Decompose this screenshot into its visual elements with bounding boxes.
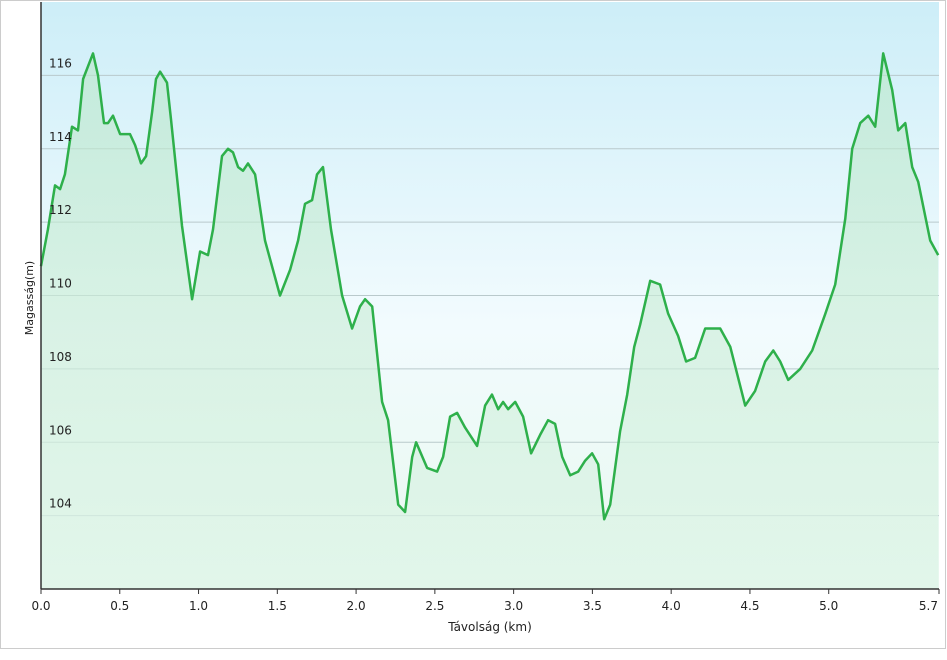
- x-tick-label: 3.0: [504, 599, 523, 613]
- x-tick-label: 5.7: [919, 599, 938, 613]
- elevation-line: [39, 52, 940, 521]
- y-tick-label: 112: [49, 203, 72, 217]
- area-fill: [41, 53, 939, 589]
- y-tick-label: 114: [49, 130, 72, 144]
- y-tick-label: 110: [49, 277, 72, 291]
- x-axis-label: Távolság (km): [447, 620, 532, 634]
- x-tick-label: 0.5: [110, 599, 129, 613]
- x-tick-label: 2.5: [425, 599, 444, 613]
- y-tick-label: 116: [49, 56, 72, 70]
- x-tick-label: 1.0: [189, 599, 208, 613]
- y-tick-label: 104: [49, 497, 72, 511]
- x-tick-label: 4.5: [740, 599, 759, 613]
- y-axis-label: Magasság(m): [23, 261, 36, 335]
- x-tick-label: 1.5: [268, 599, 287, 613]
- y-tick-label: 108: [49, 350, 72, 364]
- x-tick-label: 2.0: [347, 599, 366, 613]
- x-tick-label: 3.5: [583, 599, 602, 613]
- x-tick-label: 0.0: [31, 599, 50, 613]
- x-tick-label: 4.0: [662, 599, 681, 613]
- x-tick-label: 5.0: [819, 599, 838, 613]
- y-tick-label: 106: [49, 423, 72, 437]
